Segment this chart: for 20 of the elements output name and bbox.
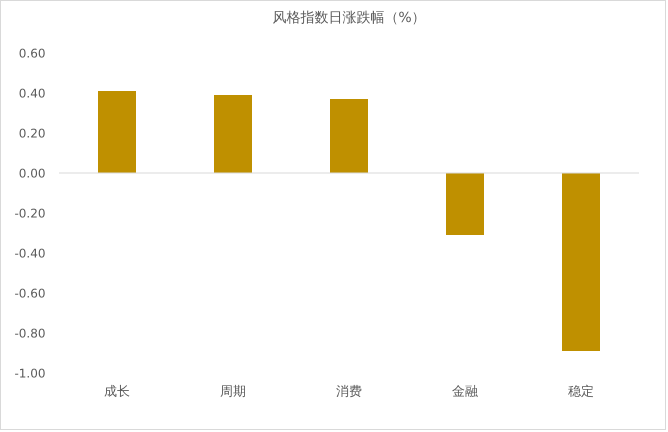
y-tick-label: -1.00 bbox=[14, 366, 46, 380]
bar bbox=[562, 173, 600, 351]
y-tick-label: -0.40 bbox=[14, 246, 46, 260]
x-tick-label: 周期 bbox=[220, 384, 246, 400]
bar bbox=[330, 99, 368, 173]
y-tick-label: 0.40 bbox=[18, 86, 46, 100]
y-tick-label: -0.80 bbox=[14, 326, 46, 340]
chart-title: 风格指数日涨跌幅（%） bbox=[272, 10, 426, 26]
x-tick-label: 金融 bbox=[452, 384, 478, 400]
y-tick-label: 0.00 bbox=[18, 166, 46, 180]
x-tick-label: 成长 bbox=[104, 384, 130, 400]
bar bbox=[214, 95, 252, 173]
y-tick-label: 0.20 bbox=[18, 126, 46, 140]
y-tick-label: 0.60 bbox=[18, 46, 46, 60]
bar bbox=[446, 173, 484, 235]
bar bbox=[98, 91, 136, 173]
x-tick-label: 消费 bbox=[336, 384, 362, 400]
y-tick-label: -0.20 bbox=[14, 206, 46, 220]
x-tick-label: 稳定 bbox=[568, 384, 594, 400]
y-tick-label: -0.60 bbox=[14, 286, 46, 300]
